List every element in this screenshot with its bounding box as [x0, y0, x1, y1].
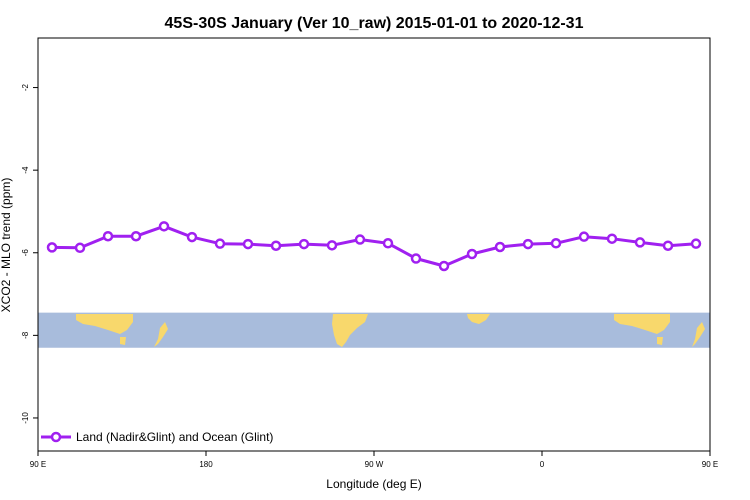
series-layer: [46, 221, 702, 272]
tasmania-land: [120, 337, 126, 345]
chart-title: 45S-30S January (Ver 10_raw) 2015-01-01 …: [165, 15, 584, 32]
data-point: [662, 240, 674, 251]
data-point: [354, 234, 366, 245]
y-tick-label: -8: [21, 331, 30, 339]
data-point: [690, 238, 702, 249]
new-zealand-land: [154, 322, 168, 347]
south-america-land: [332, 314, 368, 347]
legend-label: Land (Nadir&Glint) and Ocean (Glint): [76, 430, 273, 444]
data-point: [298, 238, 310, 250]
australia-land: [76, 314, 133, 334]
data-point: [410, 253, 422, 264]
legend: Land (Nadir&Glint) and Ocean (Glint): [41, 430, 273, 444]
legend-marker-swatch: [50, 431, 62, 443]
data-point: [242, 238, 254, 250]
data-point: [494, 241, 506, 253]
data-point: [550, 238, 562, 249]
data-point: [214, 238, 226, 249]
x-tick-label: 0: [540, 460, 545, 469]
y-axis-label: XCO2 - MLO trend (ppm): [0, 178, 13, 313]
new-zealand-land-repeat: [692, 322, 705, 347]
tasmania-land-repeat: [657, 337, 663, 345]
x-tick-label: 180: [199, 460, 213, 469]
data-point: [326, 240, 338, 251]
data-point: [270, 240, 282, 251]
x-tick-label: 90 E: [702, 460, 718, 469]
africa-land: [467, 314, 490, 324]
data-point: [102, 230, 114, 242]
data-point: [466, 248, 478, 260]
data-point: [158, 221, 170, 232]
data-point: [130, 230, 142, 242]
data-point: [634, 237, 646, 248]
ocean-band: [38, 312, 710, 348]
plot-frame: [37, 37, 711, 452]
series-line: [51, 224, 697, 268]
y-tick-label: -6: [21, 249, 30, 257]
data-point: [382, 238, 394, 249]
australia-land-repeat: [614, 314, 670, 334]
data-point: [46, 242, 58, 253]
y-tick-label: -4: [21, 166, 30, 174]
data-point: [578, 231, 590, 242]
world-map-strip: [38, 312, 710, 348]
x-tick-label: 90 W: [365, 460, 384, 469]
data-point: [438, 260, 450, 272]
y-tick-label: -2: [21, 83, 30, 91]
x-tick-label: 90 E: [30, 460, 46, 469]
data-point: [186, 231, 198, 243]
x-axis-label: Longitude (deg E): [326, 477, 421, 491]
y-tick-label: -10: [21, 412, 30, 424]
data-point: [74, 242, 86, 254]
x-axis: 90 E 180 90 W 0 90 E: [30, 451, 718, 469]
data-point: [606, 233, 618, 244]
data-point: [522, 238, 534, 250]
y-axis: -2 -4 -6 -8 -10: [21, 83, 38, 424]
